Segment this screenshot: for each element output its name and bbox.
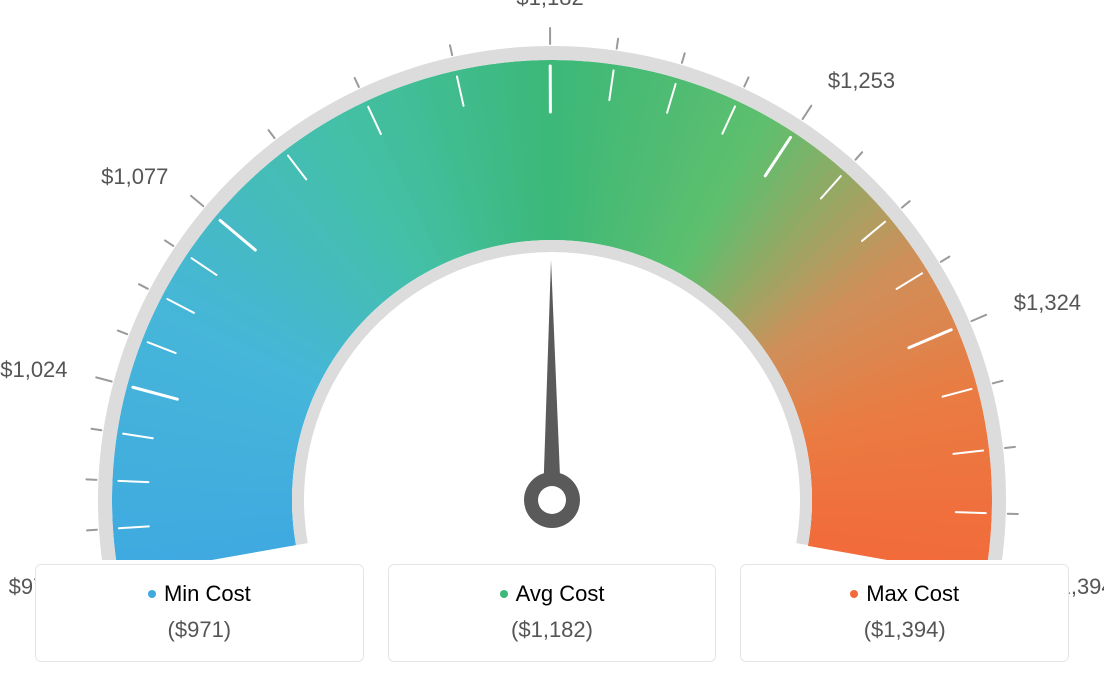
legend-label-avg: Avg Cost [516,581,605,607]
legend-title-max: Max Cost [850,581,959,607]
legend-value-min: ($971) [46,617,353,643]
gauge-tick-label: $1,024 [0,357,67,383]
legend-label-min: Min Cost [164,581,251,607]
legend-value-max: ($1,394) [751,617,1058,643]
legend-card-min: Min Cost ($971) [35,564,364,662]
legend-title-avg: Avg Cost [500,581,605,607]
bullet-min [148,590,156,598]
gauge-area: $971$1,024$1,077$1,182$1,253$1,324$1,394 [0,0,1104,560]
gauge-tick-label: $1,182 [516,0,583,11]
bullet-max [850,590,858,598]
legend-value-avg: ($1,182) [399,617,706,643]
bullet-avg [500,590,508,598]
legend-row: Min Cost ($971) Avg Cost ($1,182) Max Co… [35,564,1069,662]
gauge-svg [0,0,1104,560]
legend-card-max: Max Cost ($1,394) [740,564,1069,662]
gauge-tick-label: $1,077 [101,164,168,190]
gauge-tick-label: $1,253 [828,68,895,94]
gauge-tick-label: $1,324 [1014,290,1081,316]
legend-title-min: Min Cost [148,581,251,607]
gauge-chart-container: $971$1,024$1,077$1,182$1,253$1,324$1,394… [0,0,1104,690]
legend-card-avg: Avg Cost ($1,182) [388,564,717,662]
legend-label-max: Max Cost [866,581,959,607]
